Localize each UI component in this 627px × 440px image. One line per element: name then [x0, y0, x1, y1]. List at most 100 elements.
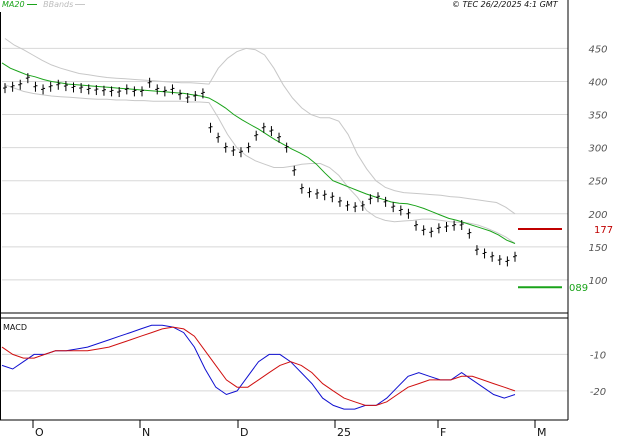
price-ytick-label: 150 [588, 243, 607, 254]
price-bar [345, 200, 350, 211]
price-bar [292, 165, 297, 176]
price-bar [101, 85, 106, 96]
bb-upper-line [4, 38, 516, 215]
price-ytick-label: 450 [588, 44, 607, 55]
axes-layer: 450 400 350 300 250 200 150 100 -10 -20 O N D 25 F M 177… [0, 0, 613, 439]
price-bar [48, 81, 53, 92]
price-bar [406, 208, 411, 219]
price-bar [505, 256, 510, 267]
price-bar [299, 183, 304, 194]
legend-ma20-swatch [26, 4, 37, 5]
macd-title: MACD [3, 323, 27, 332]
price-bar [429, 227, 434, 238]
ma20-line [1, 62, 516, 244]
price-bar [208, 122, 213, 133]
price-bar [391, 202, 396, 213]
price-bar [254, 130, 259, 141]
price-bar [398, 205, 403, 216]
x-tick-label: M [537, 426, 547, 439]
price-ytick-label: 350 [588, 111, 607, 122]
price-bar [513, 251, 517, 262]
price-bar [261, 122, 266, 133]
price-bar [474, 245, 479, 256]
price-bar [490, 251, 495, 262]
price-bar [56, 79, 61, 90]
price-bar [444, 222, 449, 232]
price-bar [238, 147, 243, 158]
price-bar [124, 84, 129, 95]
price-bar [497, 255, 502, 266]
price-bar [185, 93, 190, 103]
price-bar [86, 84, 91, 95]
x-tick-label: D [240, 426, 248, 439]
x-tick-label: 25 [337, 426, 351, 439]
price-bar [18, 79, 23, 90]
copyright-notice: © TEC 26/2/2025 4:1 GMT [452, 0, 558, 9]
price-ytick-label: 250 [588, 177, 607, 188]
price-bar [231, 145, 236, 156]
price-bar [414, 220, 419, 231]
price-bar [117, 87, 122, 98]
price-bar [307, 187, 312, 198]
price-bar [337, 196, 342, 207]
price-ytick-label: 100 [588, 276, 607, 287]
price-bar [452, 220, 457, 231]
price-grid [2, 47, 568, 281]
price-bar [33, 81, 38, 92]
chart-legend: MA20 BBands [2, 0, 86, 10]
price-bar [200, 88, 205, 99]
price-bar [375, 192, 380, 203]
resistance-label: 177 [594, 225, 613, 236]
price-bar [94, 85, 99, 96]
price-bar [147, 77, 152, 88]
price-bar [269, 126, 274, 137]
price-bar [132, 86, 137, 97]
macd-line [1, 324, 516, 410]
x-tick-label: O [35, 426, 44, 439]
price-bar [63, 81, 68, 92]
legend-bbands: BBands [43, 0, 74, 9]
macd-layer [1, 324, 516, 410]
legend-bbands-swatch [75, 4, 86, 5]
price-bar [25, 73, 30, 84]
price-bar [216, 132, 221, 143]
macd-grid [2, 353, 568, 392]
macd-ytick-label: -10 [590, 350, 606, 361]
bb-lower-line [4, 84, 516, 244]
price-bar [482, 248, 487, 259]
support-label: 089 [569, 283, 588, 294]
price-bar [246, 142, 251, 153]
price-bar [467, 228, 472, 239]
price-bar [330, 192, 335, 203]
price-bar [459, 220, 464, 231]
price-bar [140, 86, 145, 97]
price-bar [223, 142, 228, 153]
price-layer [1, 38, 562, 289]
price-bar [109, 86, 114, 97]
price-bar [436, 223, 441, 234]
x-tick-label: N [142, 426, 150, 439]
price-bar [155, 84, 160, 95]
macd-ytick-label: -20 [590, 387, 606, 398]
price-bar [353, 202, 358, 213]
legend-ma20: MA20 [2, 0, 25, 9]
price-bar [368, 194, 373, 205]
price-bar [284, 142, 289, 153]
price-bar [3, 83, 7, 94]
price-bar [421, 225, 426, 236]
price-bar [277, 132, 282, 143]
price-bar [360, 200, 365, 211]
price-bar [162, 86, 167, 97]
price-bar [315, 188, 320, 199]
price-bar [41, 84, 46, 95]
price-bar [383, 196, 388, 207]
price-ytick-label: 300 [588, 144, 607, 155]
price-bar [322, 190, 327, 201]
price-bar [79, 83, 84, 94]
price-bar [178, 89, 183, 100]
price-bar [193, 91, 198, 102]
price-bar [71, 82, 76, 93]
price-ytick-label: 400 [588, 77, 607, 88]
price-bar [170, 84, 175, 95]
